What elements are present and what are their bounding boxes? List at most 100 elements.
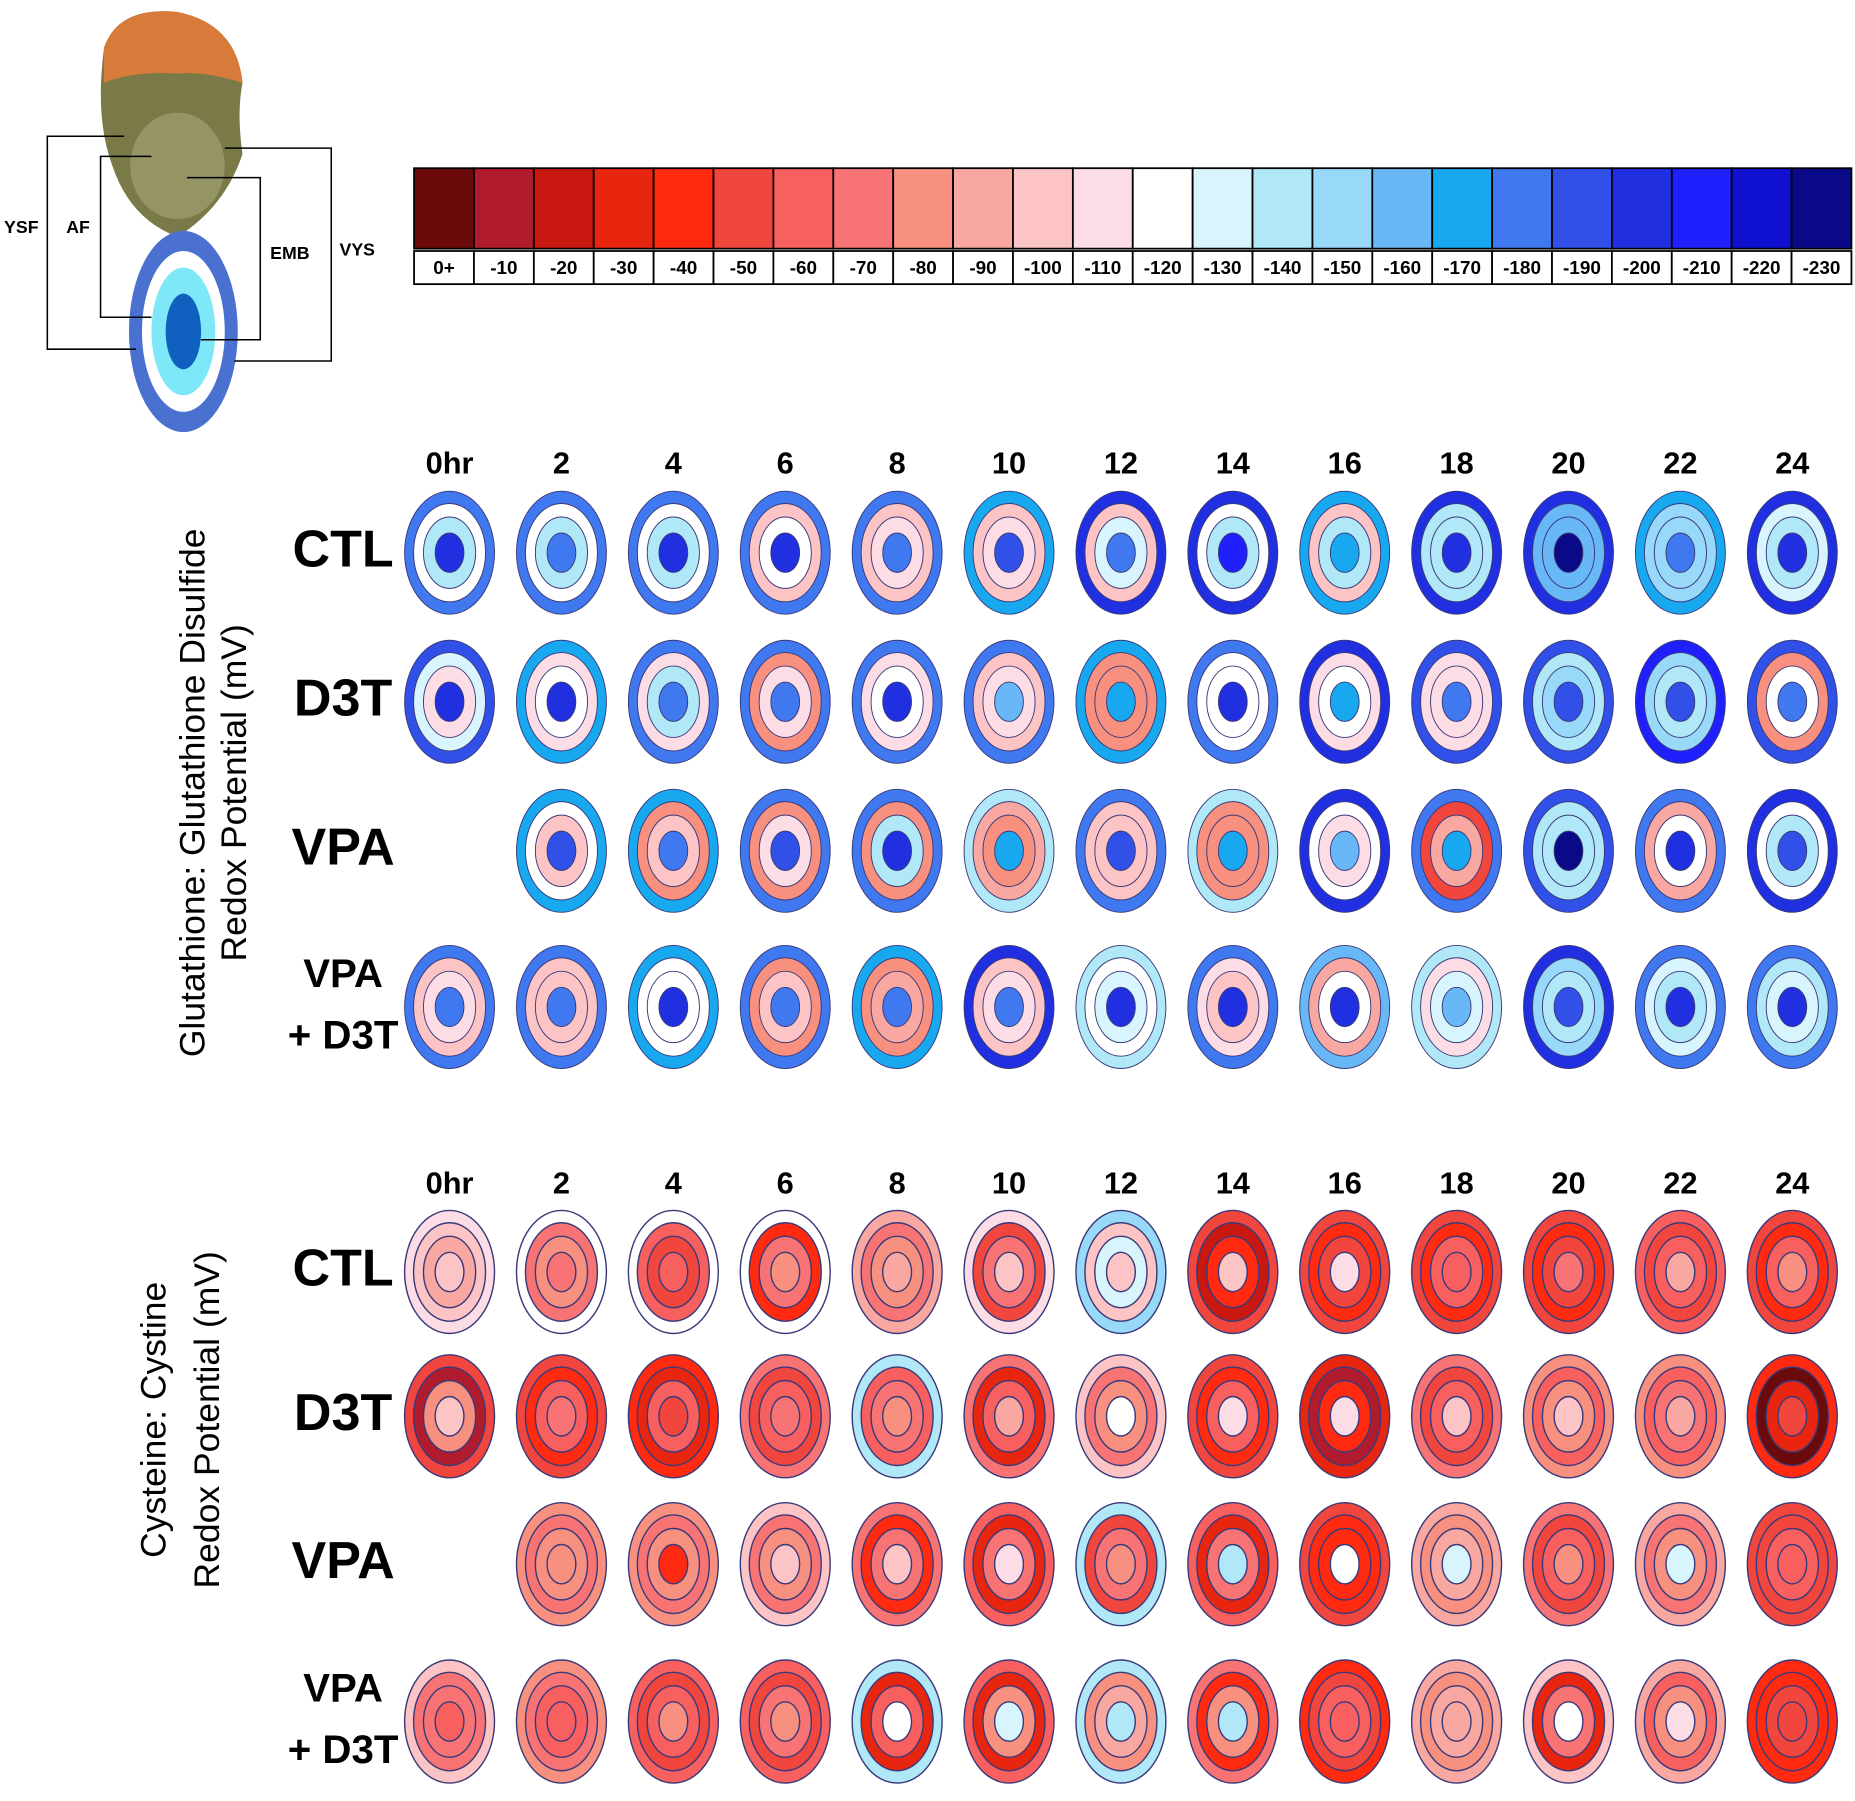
scale-cell xyxy=(1790,167,1853,250)
column-label: 12 xyxy=(1104,1166,1138,1201)
ring xyxy=(1106,532,1136,573)
column-label: 8 xyxy=(889,1166,906,1201)
ring xyxy=(546,830,577,871)
scale-cell xyxy=(1491,167,1553,250)
row-label: VPA xyxy=(292,819,395,877)
ring xyxy=(1553,532,1584,573)
ring xyxy=(546,1543,577,1585)
scale-label: -60 xyxy=(790,258,817,279)
scale-label-box xyxy=(772,250,835,286)
scale-cell xyxy=(592,167,655,250)
scale-label-box xyxy=(652,250,715,286)
row-label: + D3T xyxy=(288,1012,399,1057)
ring xyxy=(1665,532,1696,573)
ring xyxy=(434,986,465,1028)
scale-label-box xyxy=(712,250,775,286)
ring xyxy=(1217,681,1248,722)
ring xyxy=(434,1701,465,1742)
ring xyxy=(770,1251,801,1293)
ring xyxy=(658,1395,689,1437)
scale-label-box xyxy=(592,250,655,286)
ring xyxy=(882,681,912,722)
scale-cell xyxy=(1730,167,1793,250)
column-label: 0hr xyxy=(426,1166,474,1201)
scale-label-box xyxy=(413,250,475,286)
ring xyxy=(1329,1701,1360,1742)
ring xyxy=(1106,681,1136,722)
scale-label: -160 xyxy=(1383,258,1421,279)
embryo-photo-top xyxy=(104,11,243,84)
scale-label-box xyxy=(473,250,535,286)
ring xyxy=(994,986,1024,1028)
ring xyxy=(994,830,1024,871)
scale-label: -20 xyxy=(550,258,577,279)
scale-label: -170 xyxy=(1443,258,1481,279)
ring xyxy=(1329,1543,1360,1585)
ring xyxy=(1105,1395,1137,1437)
column-label: 16 xyxy=(1328,1166,1362,1201)
ring xyxy=(1553,1395,1584,1437)
column-label: 18 xyxy=(1440,1166,1474,1201)
column-label: 12 xyxy=(1104,445,1138,480)
bracket xyxy=(186,176,262,341)
column-label: 8 xyxy=(889,445,906,480)
ring xyxy=(1441,986,1472,1028)
scale-label-box xyxy=(1191,250,1254,286)
scale-label: -200 xyxy=(1623,258,1661,279)
ring xyxy=(546,681,577,722)
ring xyxy=(434,1395,465,1437)
ring xyxy=(658,1543,689,1585)
ring xyxy=(434,532,465,573)
ring xyxy=(770,830,801,871)
column-label: 22 xyxy=(1663,1166,1697,1201)
row-label: + D3T xyxy=(288,1727,399,1772)
scale-cell xyxy=(1012,167,1074,250)
ring xyxy=(994,681,1024,722)
ring xyxy=(993,1395,1025,1437)
column-label: 10 xyxy=(992,445,1026,480)
scale-label-box xyxy=(832,250,895,286)
column-label: 20 xyxy=(1551,1166,1585,1201)
scale-cell xyxy=(832,167,895,250)
scale-cell xyxy=(1371,167,1434,250)
scale-cell xyxy=(1610,167,1673,250)
column-label: 16 xyxy=(1328,445,1362,480)
ring xyxy=(1777,1251,1808,1293)
ring xyxy=(1217,1543,1248,1585)
column-label: 4 xyxy=(665,1166,682,1201)
ring xyxy=(1441,830,1472,871)
scale-label: -190 xyxy=(1563,258,1601,279)
ring xyxy=(993,1701,1025,1742)
ring xyxy=(1217,1701,1248,1742)
ring xyxy=(1777,1701,1808,1742)
ring xyxy=(658,986,689,1028)
ring xyxy=(1217,532,1248,573)
ring xyxy=(1217,1395,1248,1437)
ring xyxy=(1665,1395,1696,1437)
ring xyxy=(1777,830,1808,871)
ring xyxy=(1553,986,1584,1028)
ring xyxy=(770,681,801,722)
row-label: VPA xyxy=(303,951,383,996)
ring xyxy=(658,532,689,573)
ring xyxy=(1665,1701,1696,1742)
ring xyxy=(1777,681,1808,722)
scale-label: -30 xyxy=(610,258,637,279)
column-label: 6 xyxy=(777,445,794,480)
column-label: 24 xyxy=(1775,1166,1809,1201)
ring xyxy=(546,1251,577,1293)
scale-cell xyxy=(952,167,1014,250)
column-label: 4 xyxy=(665,445,682,480)
ring xyxy=(658,681,689,722)
ring xyxy=(1553,830,1584,871)
scale-label: -50 xyxy=(730,258,757,279)
ring xyxy=(1217,986,1248,1028)
row-label: VPA xyxy=(292,1532,395,1590)
ring xyxy=(1665,681,1696,722)
scale-label-box xyxy=(1071,250,1134,286)
ring xyxy=(658,830,689,871)
column-label: 0hr xyxy=(426,445,474,480)
scale-label-box xyxy=(1491,250,1553,286)
ring xyxy=(770,1701,801,1742)
ring xyxy=(1329,532,1360,573)
